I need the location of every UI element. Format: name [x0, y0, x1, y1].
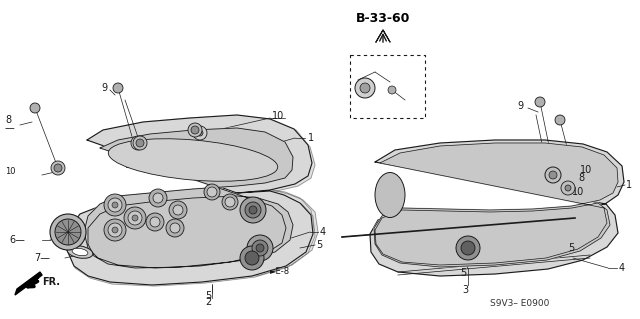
Circle shape: [360, 83, 370, 93]
Circle shape: [55, 219, 81, 245]
Ellipse shape: [375, 173, 405, 218]
Circle shape: [565, 185, 571, 191]
Polygon shape: [374, 143, 618, 267]
Text: 1: 1: [308, 133, 314, 143]
Text: 7—: 7—: [34, 253, 50, 263]
Polygon shape: [68, 116, 318, 286]
Circle shape: [561, 181, 575, 195]
Polygon shape: [370, 140, 624, 276]
Text: 5: 5: [460, 268, 466, 278]
Circle shape: [245, 251, 259, 265]
Circle shape: [355, 78, 375, 98]
Circle shape: [169, 201, 187, 219]
Circle shape: [225, 197, 235, 207]
Circle shape: [256, 244, 264, 252]
Circle shape: [549, 171, 557, 179]
Circle shape: [149, 189, 167, 207]
Text: 10: 10: [125, 160, 135, 169]
Circle shape: [50, 214, 86, 250]
Circle shape: [535, 97, 545, 107]
Circle shape: [204, 184, 220, 200]
Circle shape: [128, 211, 142, 225]
Circle shape: [240, 246, 264, 270]
Circle shape: [132, 215, 138, 221]
Circle shape: [207, 187, 217, 197]
Text: 10: 10: [5, 167, 15, 176]
Text: 6—: 6—: [9, 235, 25, 245]
Circle shape: [136, 139, 144, 147]
Polygon shape: [15, 272, 42, 295]
Text: FR.: FR.: [42, 277, 60, 287]
Text: 10: 10: [572, 187, 584, 197]
Text: 8: 8: [5, 115, 11, 125]
Circle shape: [30, 103, 40, 113]
Text: 5: 5: [568, 243, 574, 253]
Circle shape: [249, 206, 257, 214]
Circle shape: [388, 86, 396, 94]
Circle shape: [108, 223, 122, 237]
Circle shape: [197, 130, 203, 136]
Text: 10: 10: [272, 111, 284, 121]
Circle shape: [51, 161, 65, 175]
Text: ►E-8: ►E-8: [270, 268, 290, 277]
Circle shape: [153, 193, 163, 203]
Text: 8: 8: [578, 173, 584, 183]
Circle shape: [166, 219, 184, 237]
Circle shape: [124, 207, 146, 229]
Circle shape: [456, 236, 480, 260]
Circle shape: [191, 126, 199, 134]
Circle shape: [135, 140, 141, 146]
Text: —: —: [5, 123, 15, 133]
Circle shape: [150, 217, 160, 227]
Text: 4: 4: [320, 227, 326, 237]
Polygon shape: [84, 128, 293, 268]
Text: B-33-60: B-33-60: [356, 11, 410, 25]
Ellipse shape: [72, 248, 88, 256]
Circle shape: [461, 241, 475, 255]
Circle shape: [188, 123, 202, 137]
Circle shape: [173, 205, 183, 215]
Text: 10: 10: [580, 165, 592, 175]
Text: 2: 2: [205, 297, 211, 307]
Circle shape: [133, 136, 147, 150]
Text: 1: 1: [626, 180, 632, 190]
Circle shape: [108, 198, 122, 212]
Ellipse shape: [108, 139, 278, 181]
Circle shape: [222, 194, 238, 210]
Polygon shape: [67, 115, 313, 285]
Text: 4: 4: [619, 263, 625, 273]
Circle shape: [545, 167, 561, 183]
Circle shape: [240, 197, 266, 223]
Circle shape: [131, 136, 145, 150]
Text: 3: 3: [462, 285, 468, 295]
Text: S9V3– E0900: S9V3– E0900: [490, 300, 549, 308]
Circle shape: [252, 240, 268, 256]
Ellipse shape: [67, 246, 93, 258]
Text: 5: 5: [205, 291, 211, 301]
Circle shape: [247, 235, 273, 261]
Circle shape: [245, 202, 261, 218]
Circle shape: [112, 227, 118, 233]
Circle shape: [104, 219, 126, 241]
Circle shape: [170, 223, 180, 233]
Circle shape: [104, 194, 126, 216]
Circle shape: [193, 126, 207, 140]
Text: 9: 9: [102, 83, 108, 93]
Text: 9: 9: [517, 101, 523, 111]
Circle shape: [54, 164, 62, 172]
Circle shape: [112, 202, 118, 208]
Text: 5: 5: [316, 240, 323, 250]
Circle shape: [146, 213, 164, 231]
Circle shape: [555, 115, 565, 125]
Circle shape: [113, 83, 123, 93]
